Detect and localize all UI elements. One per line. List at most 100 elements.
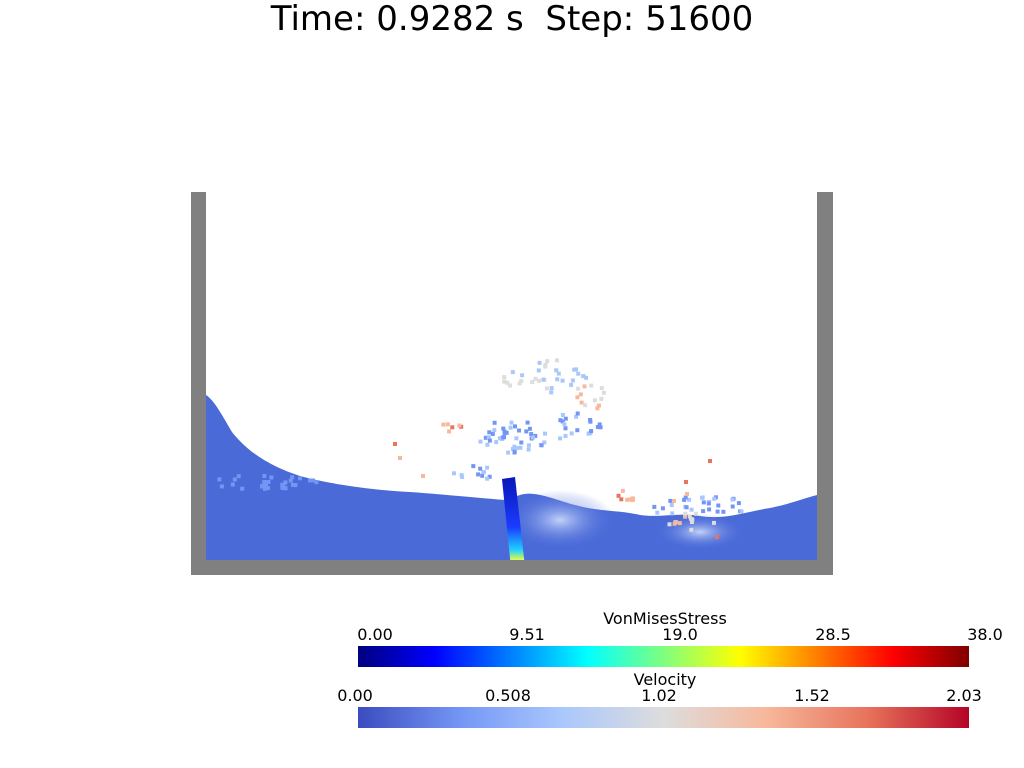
splash-particle (715, 509, 720, 514)
splash-particle (554, 368, 559, 373)
splash-particle (490, 432, 495, 436)
splash-particle (584, 375, 589, 380)
splash-particle (452, 471, 456, 476)
splash-particle (217, 477, 222, 482)
splash-particle (520, 373, 525, 378)
splash-particle (508, 425, 513, 430)
time-step-title: Time: 0.9282 s Step: 51600 (0, 0, 1024, 38)
splash-particle (527, 426, 532, 431)
splash-particle (668, 498, 673, 503)
splash-particle (485, 476, 490, 481)
splash-particle (314, 480, 319, 485)
splash-particle (589, 383, 594, 388)
splash-particle (450, 425, 455, 430)
stress-tick: 38.0 (967, 625, 1003, 644)
splash-particle (481, 470, 486, 475)
step-label: Step: (545, 0, 635, 39)
splash-particle (232, 477, 237, 482)
splash-particle (508, 383, 513, 388)
splash-particle (677, 521, 682, 526)
splash-particle (599, 396, 604, 401)
splash-particle (445, 422, 450, 427)
splash-particle (280, 485, 285, 490)
splash-particle (281, 483, 286, 488)
splash-particle (236, 474, 241, 479)
splash-particle (576, 371, 581, 376)
splash-particle (562, 422, 567, 427)
splash-particle (230, 482, 235, 487)
splash-particle (684, 480, 688, 484)
splash-particle (597, 422, 602, 427)
splash-particle (575, 428, 580, 433)
splash-particle (536, 368, 541, 373)
splash-particle (288, 478, 293, 483)
splash-particle (627, 497, 632, 502)
splash-particle (672, 499, 676, 503)
splash-particle (441, 422, 446, 427)
splash-particle (592, 398, 597, 403)
splash-particle (701, 500, 706, 505)
time-unit: s (506, 0, 524, 39)
splash-particle (689, 527, 694, 532)
splash-particle (715, 535, 719, 539)
splash-particle (283, 486, 288, 491)
splash-particle (519, 379, 524, 384)
splash-particle (700, 495, 705, 500)
splash-particle (298, 476, 302, 481)
splash-particle (716, 503, 721, 508)
velocity-tick: 0.00 (337, 686, 373, 705)
splash-particle (595, 425, 600, 429)
splash-particle (512, 450, 517, 455)
splash-particle (596, 403, 601, 408)
splash-particle (485, 465, 490, 470)
velocity-legend-title: Velocity (633, 670, 697, 689)
splash-particle (625, 497, 630, 502)
tank-wall-left (191, 192, 206, 575)
splash-particle (563, 426, 568, 431)
splash-particle (549, 390, 554, 395)
fluid-surface (206, 395, 817, 560)
splash-particle (574, 367, 579, 372)
splash-particle (530, 380, 535, 384)
splash-particle (525, 420, 530, 425)
splash-particle (684, 505, 689, 510)
stress-tick: 0.00 (357, 625, 393, 644)
splash-particle (690, 520, 694, 524)
splash-particle (543, 362, 548, 367)
simulation-view (191, 192, 833, 575)
splash-particle (560, 378, 565, 383)
splash-particle (483, 435, 488, 440)
splash-particle (575, 395, 580, 400)
splash-particle (560, 413, 565, 417)
splash-particle (478, 439, 483, 444)
splash-particle (690, 517, 695, 522)
splash-particle (539, 443, 544, 448)
splash-particle (541, 377, 546, 382)
splash-particle (509, 420, 514, 425)
splash-particle (667, 522, 672, 527)
splash-particle (486, 435, 491, 440)
splash-particle (558, 418, 563, 423)
splash-particle (616, 493, 621, 498)
splash-particle (736, 501, 741, 506)
splash-particle (706, 501, 711, 506)
splash-particle (586, 431, 591, 436)
splash-particle (480, 473, 485, 478)
splash-particle (393, 442, 397, 446)
splash-particle (502, 375, 507, 380)
splash-particle (518, 445, 523, 450)
splash-particle (310, 478, 315, 483)
splash-particle (619, 497, 624, 502)
splash-particle (460, 475, 465, 479)
splash-particle (563, 416, 568, 421)
splash-particle (497, 436, 502, 441)
splash-particle (583, 403, 588, 408)
splash-particle (582, 384, 587, 389)
splash-particle (569, 431, 574, 436)
splash-particle (487, 438, 492, 443)
splash-particle (492, 428, 497, 433)
splash-particle (544, 386, 549, 391)
stress-tick: 19.0 (662, 625, 698, 644)
velocity-tick: 1.02 (641, 686, 677, 705)
splash-particle (269, 475, 274, 480)
